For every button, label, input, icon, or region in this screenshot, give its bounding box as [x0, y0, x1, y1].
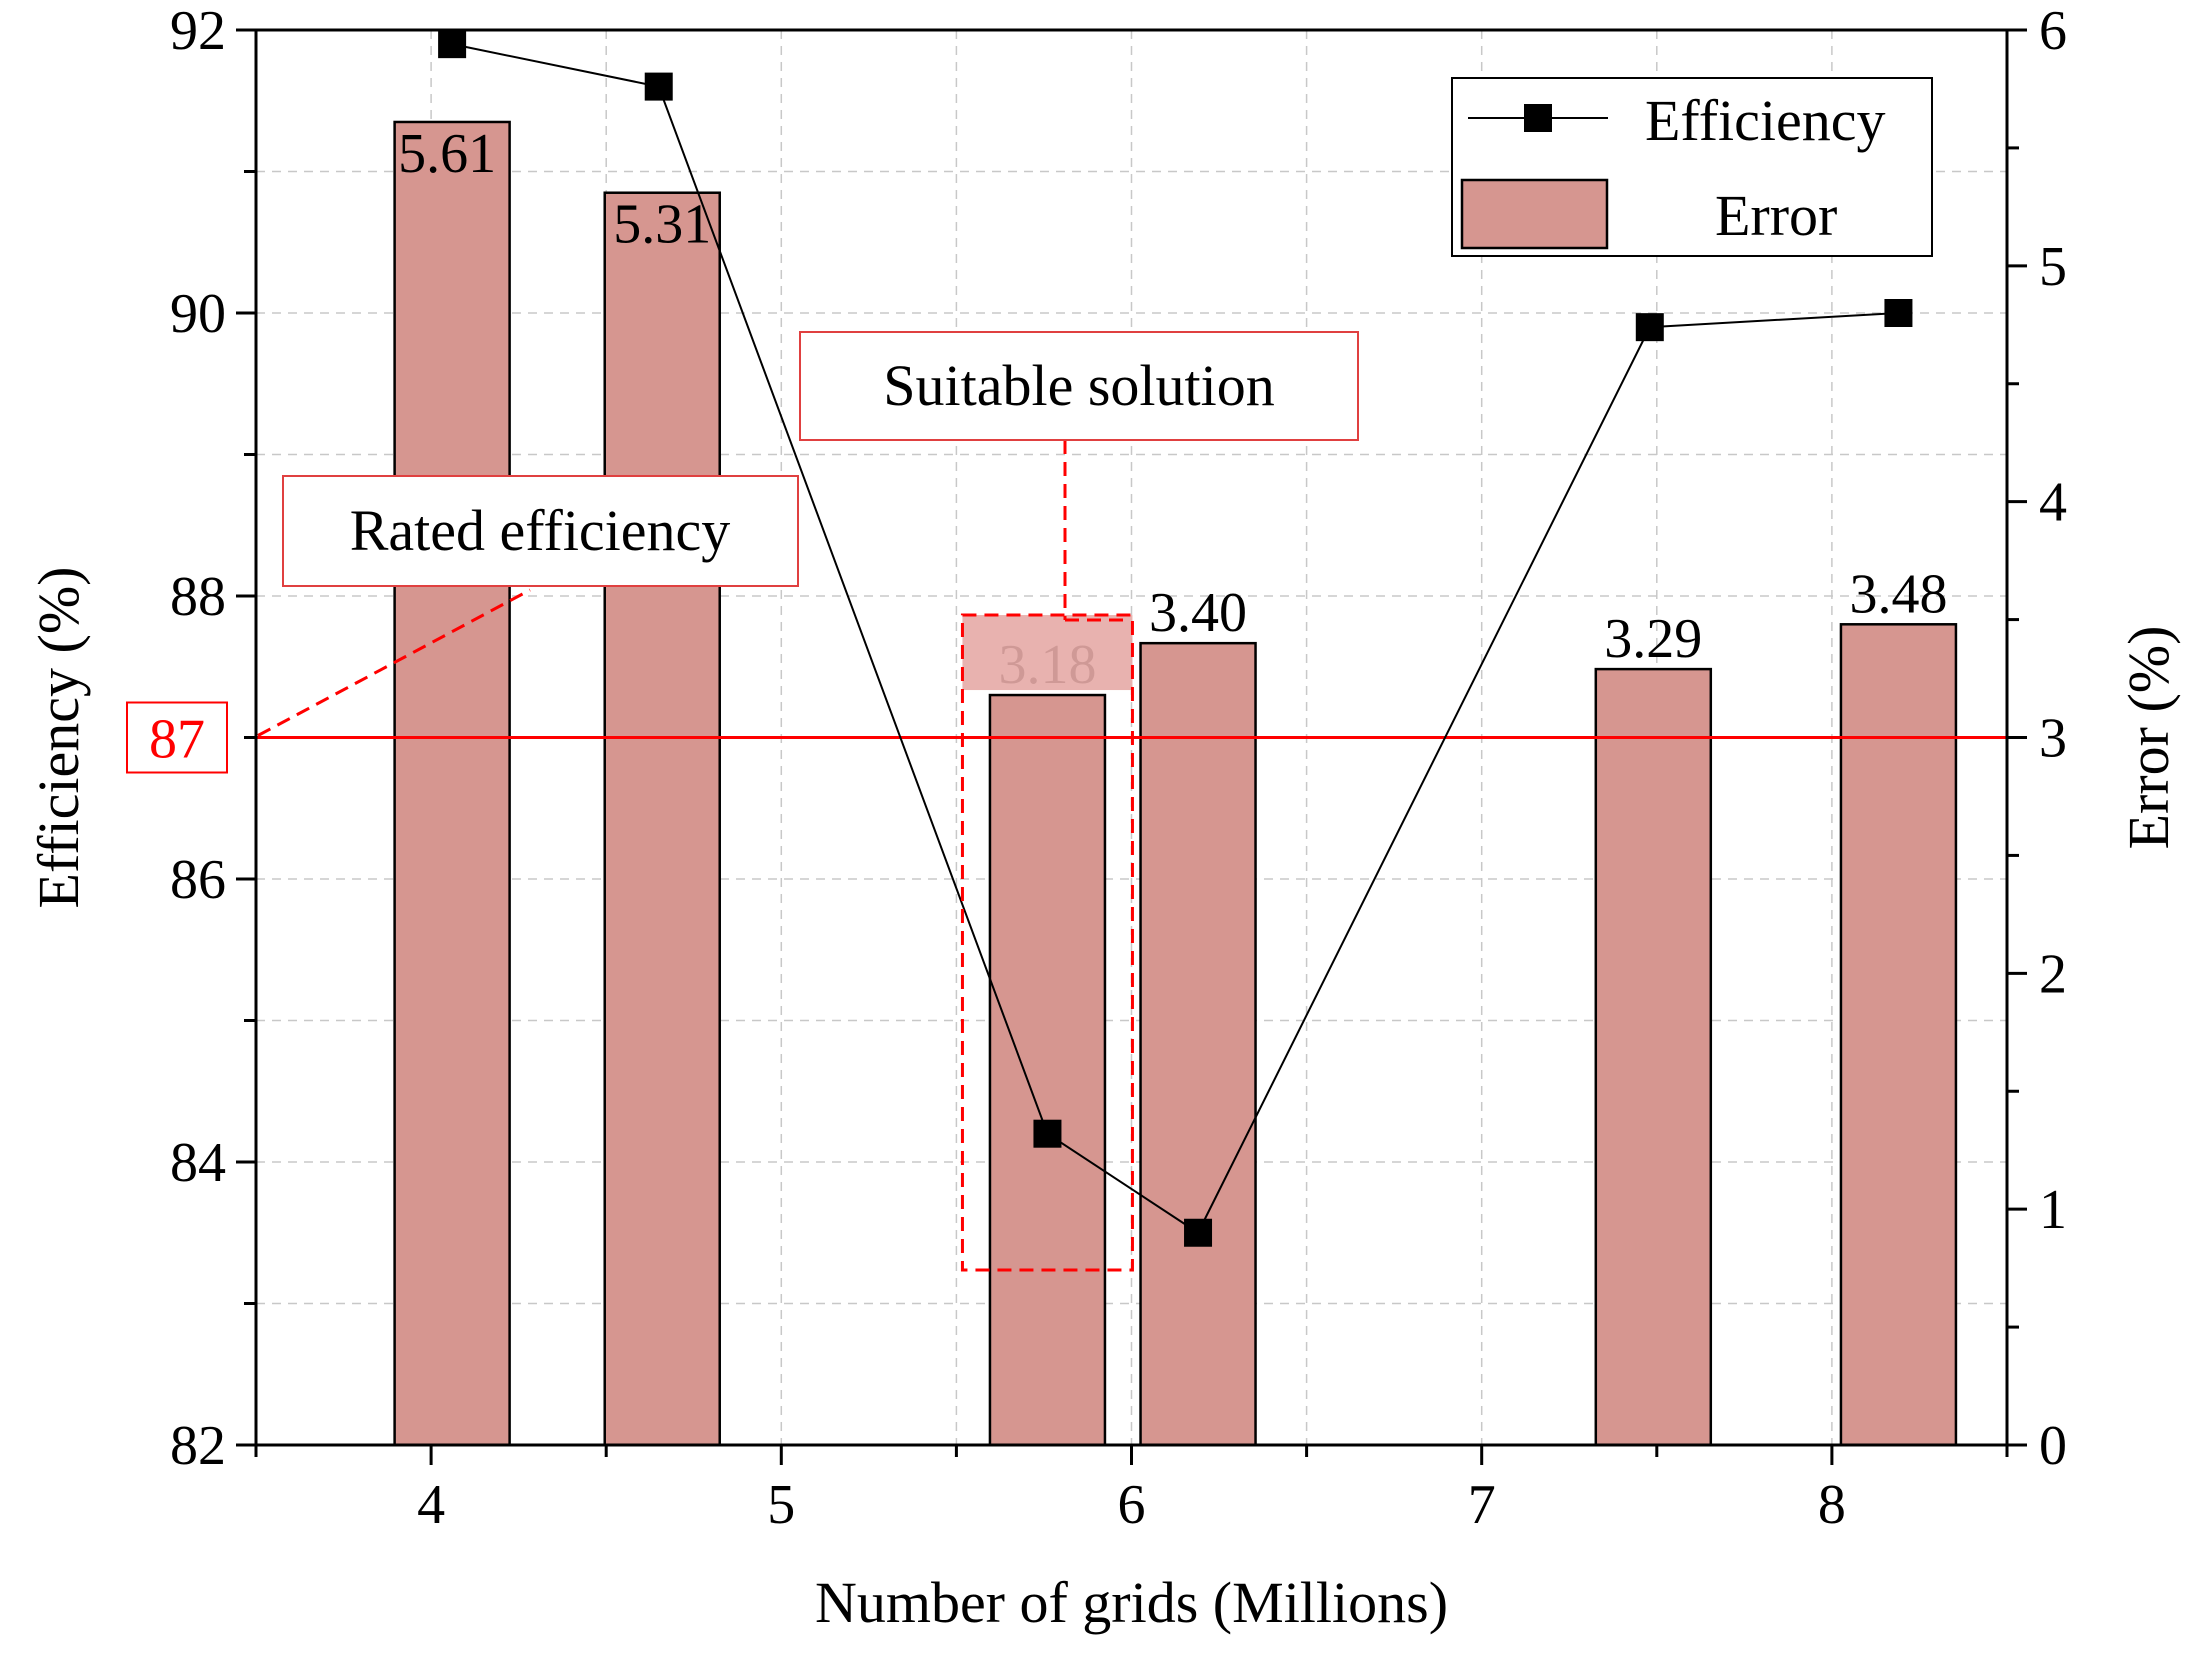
suitable-value-highlight [962, 615, 1133, 691]
bar-value-label: 3.48 [1849, 563, 1947, 625]
y-left-tick-label: 92 [170, 0, 226, 62]
legend-efficiency-label: Efficiency [1645, 88, 1885, 153]
y-right-tick-label: 5 [2039, 236, 2067, 298]
legend-error-label: Error [1715, 183, 1837, 248]
y-left-tick-label: 84 [170, 1132, 226, 1194]
y-right-tick-label: 4 [2039, 472, 2067, 534]
x-tick-label: 4 [417, 1474, 445, 1536]
efficiency-point [438, 30, 467, 59]
efficiency-point [1635, 313, 1664, 342]
x-tick-label: 8 [1818, 1474, 1846, 1536]
y-left-tick-label: 88 [170, 566, 226, 628]
suitable-solution-label: Suitable solution [883, 353, 1275, 418]
x-tick-label: 5 [767, 1474, 795, 1536]
error-bars: 5.615.313.183.403.293.48 [393, 120, 1958, 1447]
error-bar [603, 191, 721, 1447]
y-left-axis-title: Efficiency (%) [26, 567, 91, 909]
legend-efficiency-marker [1524, 104, 1552, 132]
suitable-solution-dashed-box [960, 613, 1134, 1272]
rated-efficiency-pointer [257, 588, 531, 737]
bar-value-label: 5.61 [398, 123, 496, 185]
legend: Efficiency Error [1451, 77, 1933, 257]
y-left-tick-label: 82 [170, 1415, 226, 1477]
bar-value-label: 3.29 [1604, 608, 1702, 670]
rated-efficiency-box [282, 475, 799, 587]
efficiency-line [451, 43, 1899, 1235]
efficiency-point [1884, 299, 1913, 327]
error-bar [1839, 623, 1958, 1447]
annotations: Rated efficiency Suitable solution [257, 331, 1359, 1272]
y-right-tick-label: 0 [2039, 1415, 2067, 1477]
y-right-tick-label: 2 [2039, 943, 2067, 1005]
y-left-tick-label: 90 [170, 283, 226, 345]
error-bar [1139, 641, 1257, 1447]
y-right-tick-label: 1 [2039, 1179, 2067, 1241]
suitable-solution-box [799, 331, 1359, 441]
efficiency-point [1033, 1119, 1062, 1148]
efficiency-series [438, 30, 1913, 1247]
bar-value-label: 5.31 [613, 194, 711, 256]
x-axis-title: Number of grids (Millions) [815, 1570, 1448, 1635]
error-bar [1594, 667, 1713, 1447]
efficiency-point [644, 72, 673, 101]
efficiency-point [1184, 1218, 1213, 1247]
x-tick-label: 7 [1468, 1474, 1496, 1536]
error-bar [393, 120, 511, 1447]
rated-efficiency-label: Rated efficiency [350, 498, 731, 563]
y-left-tick-label: 86 [170, 849, 226, 911]
legend-error-swatch [1460, 178, 1609, 250]
reference-label-box [126, 701, 228, 774]
reference-value-label: 87 [149, 709, 205, 771]
x-tick-label: 6 [1118, 1474, 1146, 1536]
bar-value-label: 3.40 [1149, 582, 1247, 644]
y-right-tick-label: 3 [2039, 708, 2067, 770]
error-bar [988, 693, 1107, 1447]
y-right-axis-title: Error (%) [2116, 626, 2181, 850]
axes: 4 5 6 7 8 82 84 86 88 90 92 0 1 2 3 4 5 6 Number of grids … [26, 0, 2181, 1635]
y-right-tick-label: 6 [2039, 0, 2067, 62]
